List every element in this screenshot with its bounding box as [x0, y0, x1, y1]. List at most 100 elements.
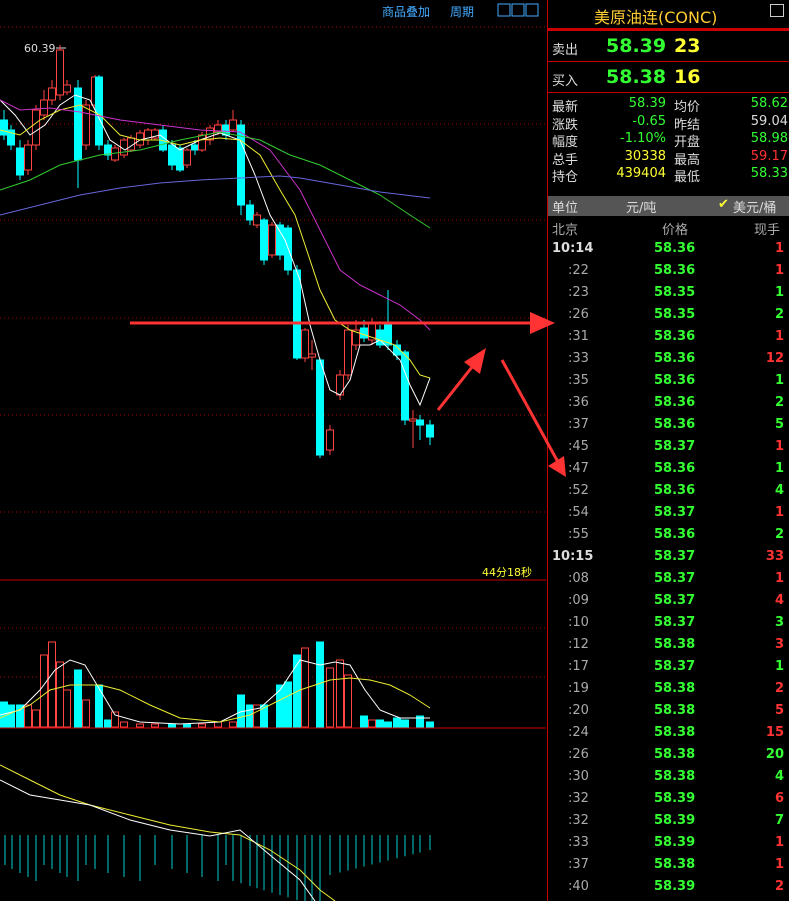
tick-price: 58.37	[654, 549, 696, 564]
nav-icon[interactable]	[525, 3, 539, 17]
stat-label: 持仓	[552, 170, 579, 186]
volume-bar	[104, 719, 112, 728]
candle-body	[176, 147, 184, 171]
ma-line	[0, 99, 431, 331]
tick-volume: 1	[774, 439, 784, 454]
candle-body	[416, 419, 424, 426]
nav-icon[interactable]	[511, 3, 525, 17]
stat-value: 58.33	[750, 166, 788, 182]
nav-icon[interactable]	[497, 3, 511, 17]
tick-price: 58.37	[654, 659, 696, 674]
volume-bar	[376, 719, 384, 728]
overlay-button[interactable]: 商品叠加	[382, 4, 430, 19]
unit-option[interactable]: 美元/桶	[733, 201, 777, 216]
candle-body	[56, 49, 64, 96]
quote-panel: 美原油连(CONC) 卖出 58.39 23 买入 58.38 16 单位 元/…	[547, 0, 789, 901]
tick-time: :35	[568, 373, 589, 388]
volume-bar	[32, 709, 40, 728]
stat-label: 最高	[674, 152, 701, 168]
unit-option[interactable]: 元/吨	[626, 201, 657, 216]
tick-price: 58.37	[654, 615, 696, 630]
tick-time: :36	[568, 395, 589, 410]
volume-bar	[48, 641, 56, 728]
tick-price: 58.36	[654, 483, 696, 498]
candles	[0, 45, 434, 728]
tick-volume: 4	[774, 769, 784, 784]
candle-body	[376, 329, 384, 346]
tick-time: :37	[568, 417, 589, 432]
col-price: 价格	[662, 223, 689, 238]
col-volume: 现手	[754, 223, 781, 238]
tick-time: :24	[568, 725, 589, 740]
tick-time: :54	[568, 505, 589, 520]
window-icon[interactable]	[770, 4, 784, 17]
volume-bar	[168, 723, 176, 728]
tick-time: :22	[568, 263, 589, 278]
volume-bar	[393, 717, 401, 728]
volume-bar	[276, 684, 284, 728]
tick-price: 58.38	[654, 769, 696, 784]
volume-bar	[16, 704, 24, 728]
countdown: 44分18秒	[482, 565, 532, 579]
tick-price: 58.38	[654, 703, 696, 718]
candle-body	[183, 149, 191, 166]
tick-time: :33	[568, 835, 589, 850]
tick-price: 58.35	[654, 307, 696, 322]
tick-time: :08	[568, 571, 589, 586]
volume-bar	[136, 723, 144, 728]
candle-body	[246, 204, 254, 221]
period-button[interactable]: 周期	[450, 5, 474, 19]
volume-bar	[344, 674, 352, 728]
tick-time: :30	[568, 769, 589, 784]
stat-value: 59.17	[750, 148, 788, 164]
volume-bar	[284, 681, 292, 728]
tick-volume: 1	[774, 373, 784, 388]
candle-body	[326, 429, 334, 451]
tick-volume: 3	[774, 615, 784, 630]
candle-body	[268, 224, 276, 256]
candle-body	[301, 329, 309, 359]
candle-body	[308, 353, 316, 358]
tick-time: :20	[568, 703, 589, 718]
tick-time: :32	[568, 813, 589, 828]
tick-time: :19	[568, 681, 589, 696]
check: ✔	[718, 197, 729, 212]
tick-volume: 1	[774, 461, 784, 476]
tick-price: 58.39	[654, 813, 696, 828]
volume-bar	[198, 723, 206, 728]
volume-bar	[183, 723, 191, 728]
tick-time: :26	[568, 307, 589, 322]
tick-volume: 1	[774, 505, 784, 520]
candle-body	[260, 219, 268, 261]
candle-body	[276, 224, 284, 256]
tick-time: :12	[568, 637, 589, 652]
candle-body	[151, 129, 159, 139]
bid-volume: 16	[674, 66, 701, 88]
tick-time: :52	[568, 483, 589, 498]
stat-label: 昨结	[674, 117, 701, 133]
candle-body	[16, 147, 24, 176]
tick-volume: 1	[774, 857, 784, 872]
candle-body	[168, 144, 176, 166]
tick-volume: 1	[774, 263, 784, 278]
stat-label: 总手	[552, 152, 579, 168]
tick-time: :47	[568, 461, 589, 476]
volume-bar	[120, 721, 128, 728]
tick-price: 58.38	[654, 637, 696, 652]
tick-volume: 5	[774, 703, 784, 718]
tick-price: 58.36	[654, 329, 696, 344]
tick-volume: 1	[774, 659, 784, 674]
tick-price: 58.39	[654, 791, 696, 806]
volume-bar	[111, 711, 119, 728]
volume-bar	[384, 721, 392, 728]
tick-price: 58.37	[654, 571, 696, 586]
tick-price: 58.37	[654, 505, 696, 520]
macd-line	[0, 779, 316, 901]
tick-time: 10:14	[552, 241, 594, 256]
ask-label: 卖出	[552, 43, 579, 58]
candle-body	[401, 351, 409, 421]
ma-line	[0, 94, 431, 407]
candle-body	[360, 327, 368, 339]
tick-volume: 2	[774, 527, 784, 542]
